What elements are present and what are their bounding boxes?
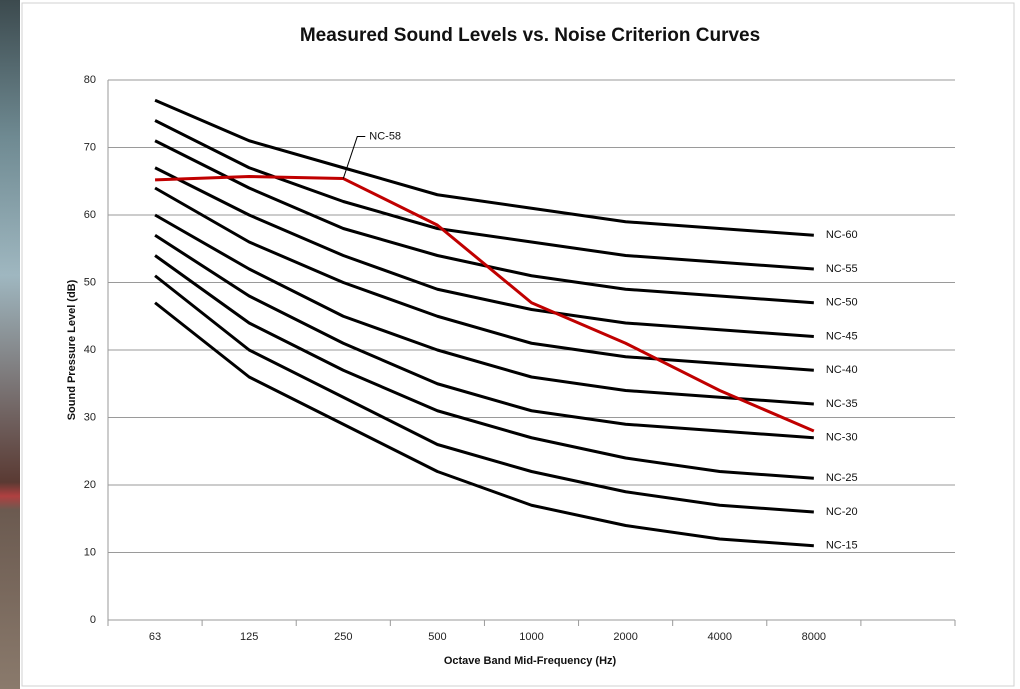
series-line [155, 175, 815, 433]
series-label: NC-15 [826, 540, 858, 552]
x-tick-label: 63 [149, 631, 161, 643]
series-label: NC-40 [826, 364, 858, 376]
series-label: NC-45 [826, 330, 858, 342]
x-tick-label: 500 [428, 631, 446, 643]
series-line [154, 233, 814, 440]
series-line [154, 213, 814, 406]
y-tick-label: 50 [84, 276, 96, 288]
y-tick-label: 10 [84, 546, 96, 558]
series-label: NC-20 [826, 506, 858, 518]
y-tick-label: 20 [84, 479, 96, 491]
series-label: NC-50 [826, 297, 858, 309]
series-label: NC-30 [826, 432, 858, 444]
x-axis-title: Octave Band Mid-Frequency (Hz) [444, 655, 617, 667]
x-tick-label: 1000 [519, 631, 543, 643]
x-tick-label: 2000 [613, 631, 637, 643]
callout-leader [342, 136, 366, 179]
y-tick-label: 30 [84, 411, 96, 423]
series-label: NC-25 [826, 472, 858, 484]
x-tick-label: 125 [240, 631, 258, 643]
series-line [154, 301, 814, 548]
x-tick-label: 8000 [802, 631, 826, 643]
background-strip [0, 0, 20, 689]
series-line [154, 119, 814, 271]
y-tick-label: 70 [84, 141, 96, 153]
series-label: NC-55 [826, 263, 858, 275]
y-tick-label: 0 [90, 614, 96, 626]
chart-title: Measured Sound Levels vs. Noise Criterio… [300, 25, 760, 46]
series-line [154, 98, 814, 237]
series-label: NC-35 [826, 398, 858, 410]
y-tick-label: 80 [84, 74, 96, 86]
x-tick-label: 4000 [707, 631, 731, 643]
y-tick-label: 60 [84, 209, 96, 221]
series-line [154, 166, 814, 338]
series-line [154, 186, 814, 372]
callout-label: NC-58 [369, 130, 401, 142]
series-label: NC-60 [826, 229, 858, 241]
y-axis-title: Sound Pressure Level (dB) [66, 279, 78, 420]
series-line [154, 274, 814, 514]
series-line [154, 254, 814, 480]
chart-frame [21, 2, 1015, 687]
y-tick-label: 40 [84, 344, 96, 356]
x-tick-label: 250 [334, 631, 352, 643]
